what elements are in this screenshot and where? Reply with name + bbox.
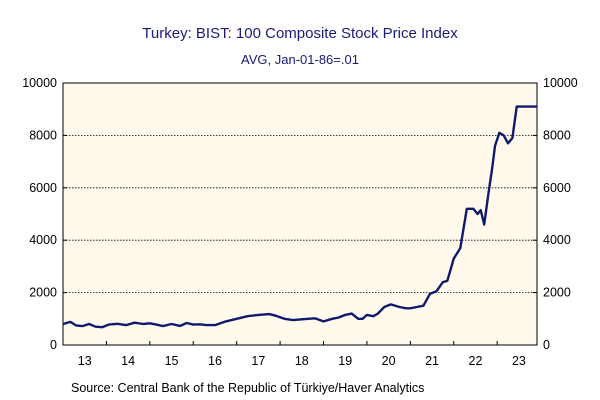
x-tick-label: 18: [295, 354, 309, 368]
chart-subtitle: AVG, Jan-01-86=.01: [241, 52, 359, 67]
x-tick-label: 23: [512, 354, 526, 368]
y-tick-label-right: 6000: [543, 181, 571, 195]
y-tick-label-left: 4000: [29, 233, 57, 247]
chart-title: Turkey: BIST: 100 Composite Stock Price …: [142, 25, 458, 42]
y-tick-label-right: 0: [543, 338, 550, 352]
plot-area: [63, 83, 537, 345]
y-tick-label-left: 0: [50, 338, 57, 352]
series-line: [62, 105, 537, 329]
y-tick-label-left: 6000: [29, 181, 57, 195]
x-tick-label: 22: [469, 354, 483, 368]
x-tick-label: 17: [251, 354, 265, 368]
x-tick-label: 16: [208, 354, 222, 368]
x-tick-label: 13: [78, 354, 92, 368]
y-tick-label-right: 2000: [543, 286, 571, 300]
plot-frame: [62, 82, 538, 346]
x-tick-label: 20: [382, 354, 396, 368]
y-tick-label-left: 8000: [29, 128, 57, 142]
y-tick-label-left: 10000: [22, 76, 57, 90]
y-tick-label-right: 10000: [543, 76, 578, 90]
y-tick-label-right: 8000: [543, 128, 571, 142]
source-note: Source: Central Bank of the Republic of …: [71, 381, 424, 395]
y-tick-label-right: 4000: [543, 233, 571, 247]
x-tick-label: 14: [121, 354, 135, 368]
series-layer: [62, 105, 537, 329]
y-tick-label-left: 2000: [29, 286, 57, 300]
x-tick-label: 21: [425, 354, 439, 368]
x-tick-label: 15: [165, 354, 179, 368]
axes: 0 0 2000 2000 4000 4000 6000 6000 8000 8000 10000 1…: [22, 76, 578, 368]
x-tick-label: 19: [338, 354, 352, 368]
gridlines: [63, 134, 537, 294]
